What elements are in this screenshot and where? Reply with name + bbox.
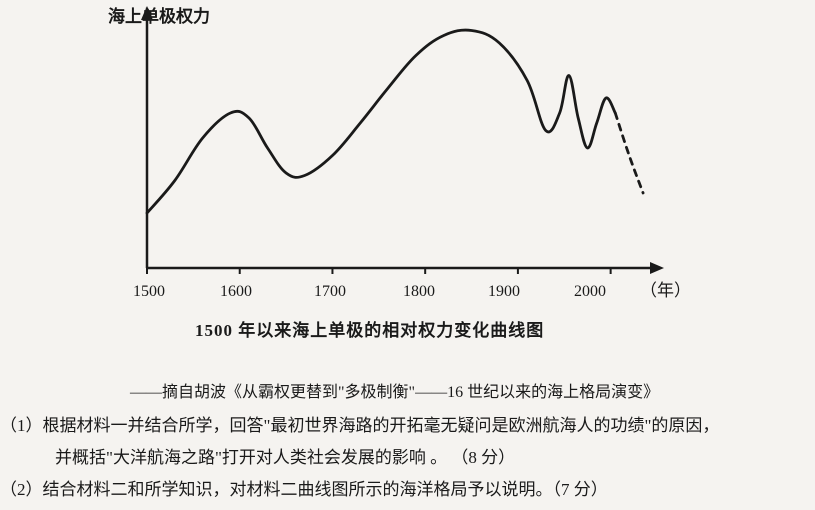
x-tick-label: 2000 <box>574 283 606 301</box>
x-axis-unit: （年） <box>640 276 691 301</box>
question-1-line-2: 并概括"大洋航海之路"打开对人类社会发展的影响 。 （8 分） <box>55 442 515 473</box>
question-2-line-1: （2）结合材料二和所学知识，对材料二曲线图所示的海洋格局予以说明。（7 分） <box>0 474 608 505</box>
x-tick-label: 1600 <box>220 283 252 301</box>
x-tick-label: 1800 <box>403 283 435 301</box>
question-1-line-1: （1）根据材料一并结合所学，回答"最初世界海路的开拓毫无疑问是欧洲航海人的功绩"… <box>0 410 719 441</box>
citation-text: ——摘自胡波《从霸权更替到"多极制衡"——16 世纪以来的海上格局演变》 <box>130 378 659 402</box>
x-tick-label: 1900 <box>488 283 520 301</box>
x-tick-label: 1700 <box>314 283 346 301</box>
x-tick-label: 1500 <box>133 283 165 301</box>
chart-title: 1500 年以来海上单极的相对权力变化曲线图 <box>195 316 544 341</box>
